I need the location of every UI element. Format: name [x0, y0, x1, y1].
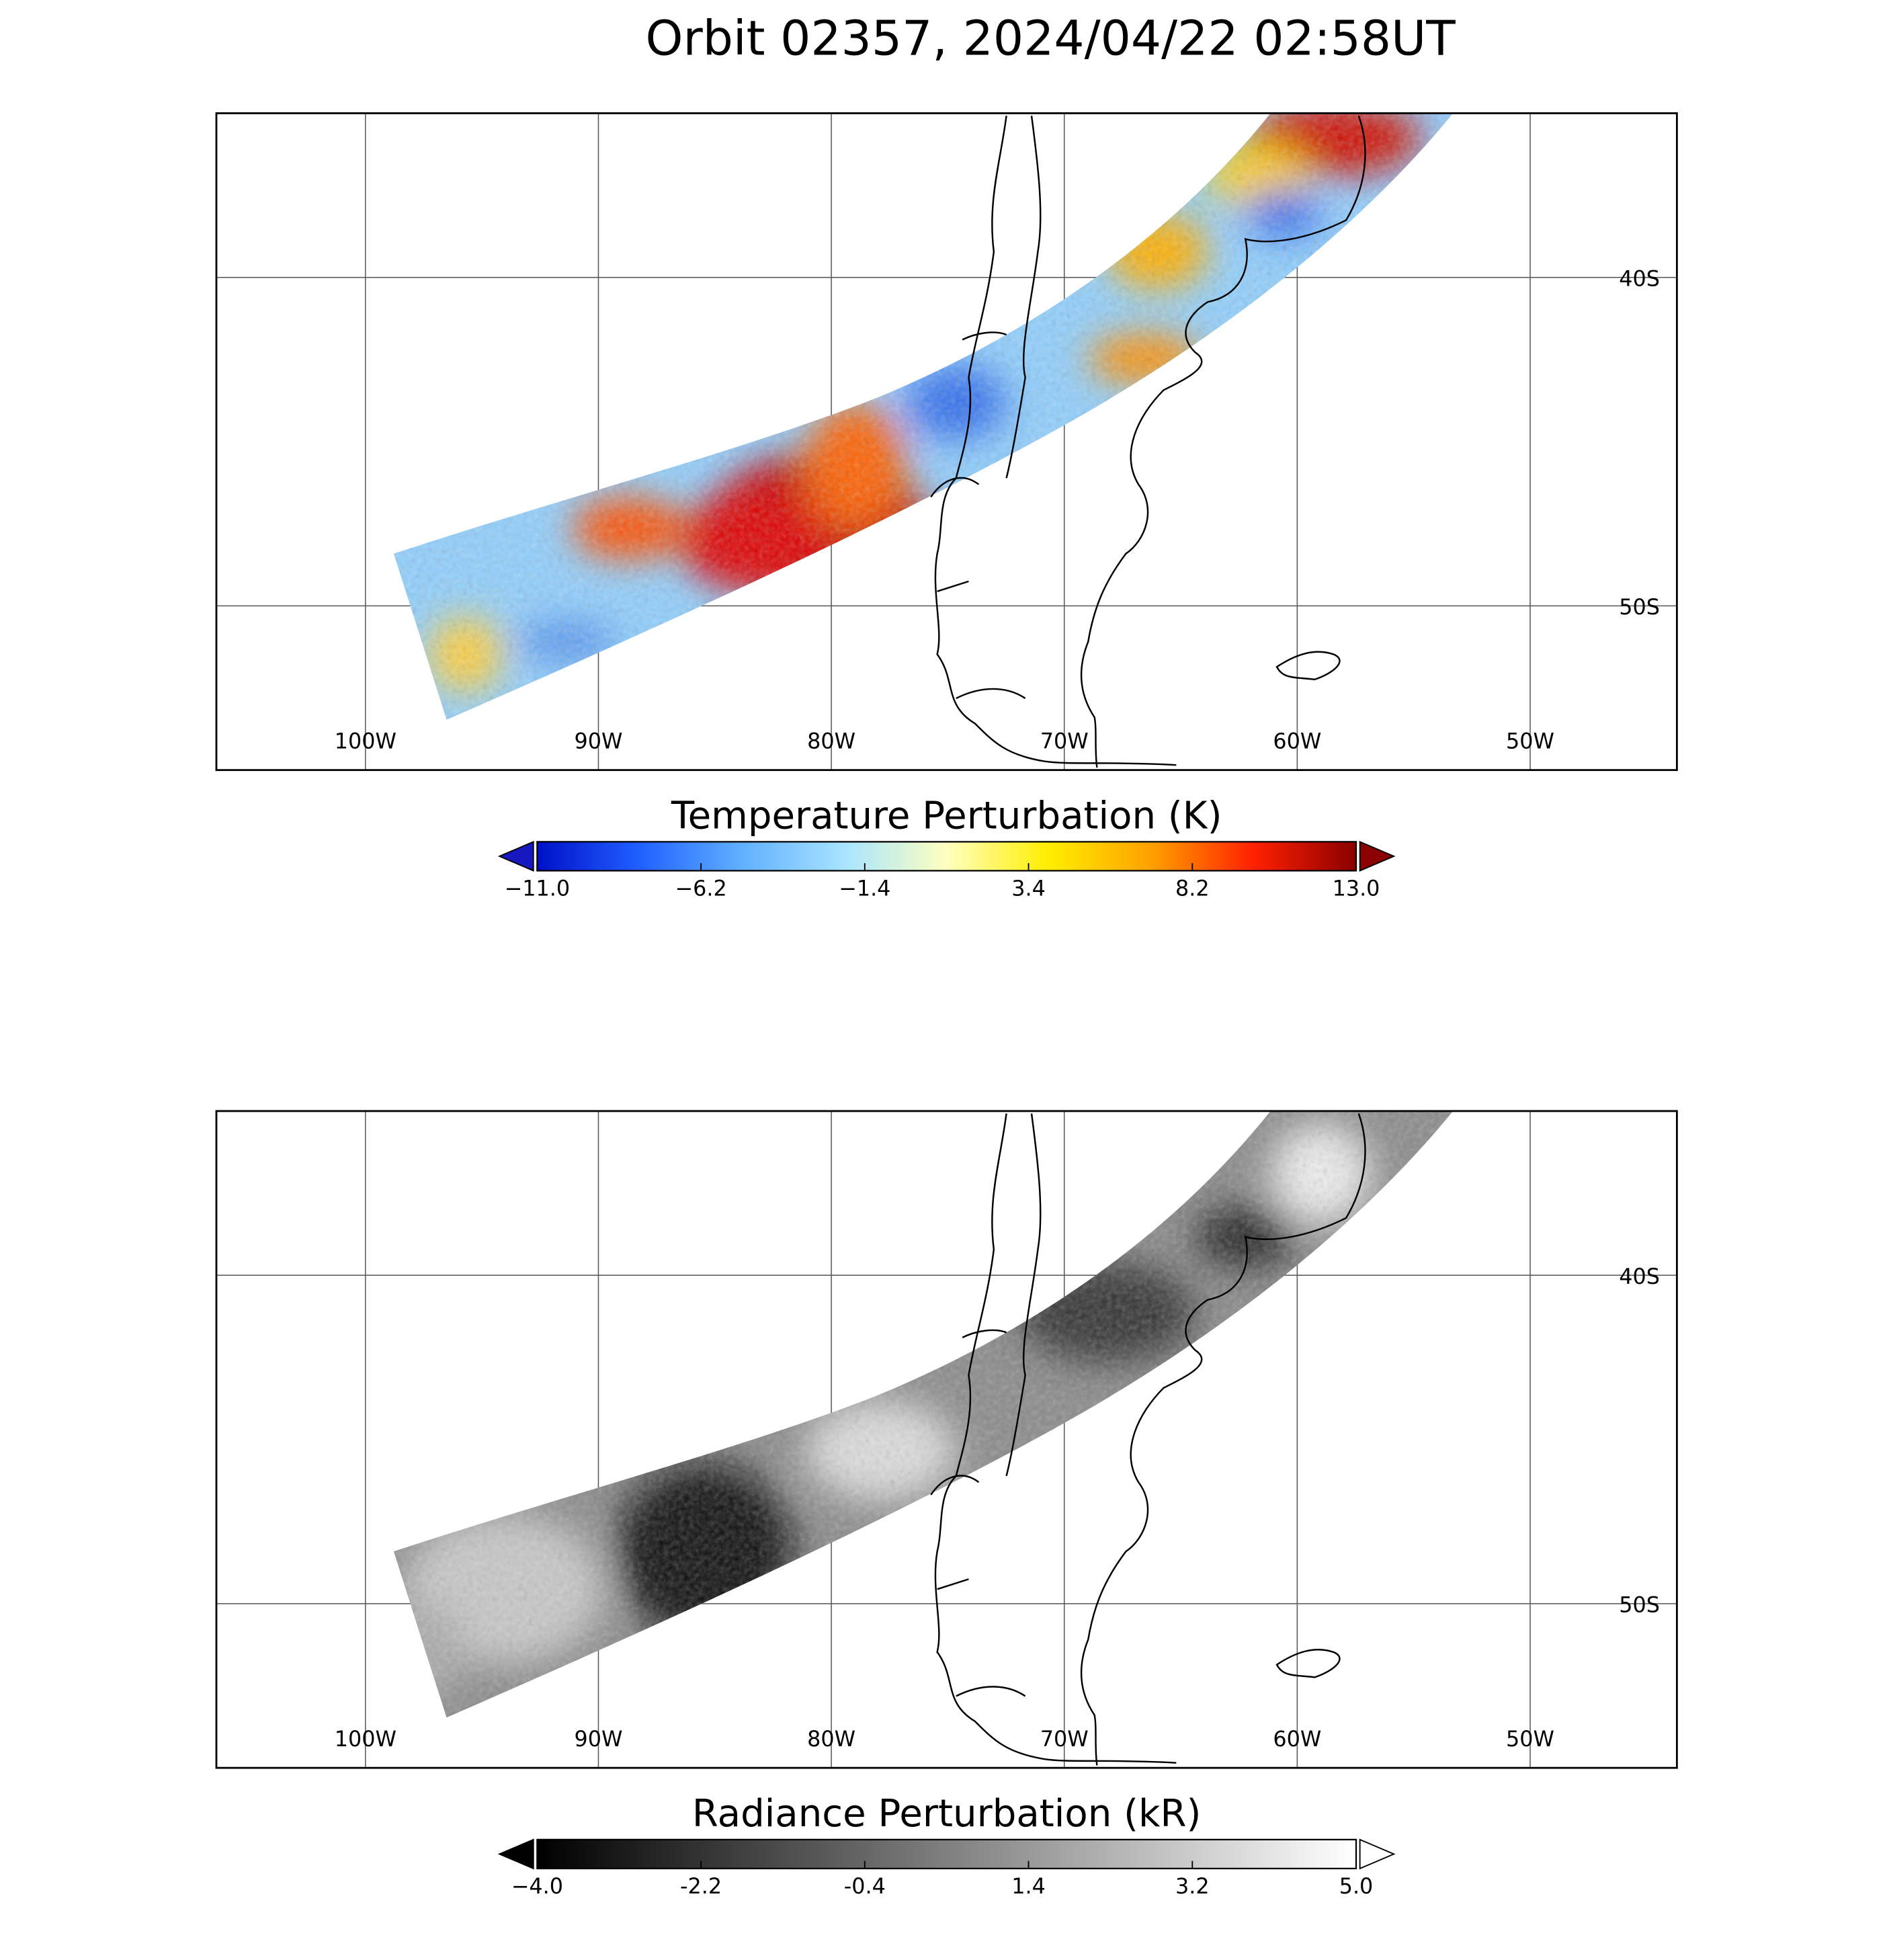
colorbar-extend-low	[497, 1838, 534, 1870]
colorbar-tick-label: 3.2	[1175, 1873, 1210, 1899]
colorbar-extend-low	[497, 840, 534, 872]
lat-label: 50S	[1619, 1592, 1660, 1618]
lon-label: 80W	[807, 728, 855, 753]
colorbar-tick-label: −4.0	[511, 1873, 563, 1899]
lat-label: 40S	[1619, 1264, 1660, 1289]
lon-label: 70W	[1040, 728, 1089, 753]
colorbar-tick-label: 13.0	[1333, 875, 1380, 901]
lon-label: 70W	[1040, 1726, 1089, 1752]
colorbar-tick-label: -0.4	[844, 1873, 886, 1899]
colorbar-ramp	[536, 1838, 1357, 1870]
lon-label: 50W	[1506, 728, 1554, 753]
colorbar-tick-label: 3.4	[1011, 875, 1046, 901]
map-frame	[215, 112, 1678, 772]
colorbar-tick-label: −1.4	[839, 875, 890, 901]
lon-label: 100W	[335, 728, 396, 753]
map-frame	[215, 1110, 1678, 1769]
map-panel: 100W 90W 80W 70W 60W 50W 40S 50S	[215, 1110, 1678, 1769]
lon-label: 100W	[335, 1726, 396, 1752]
map-panel: 100W 90W 80W 70W 60W 50W 40S 50S	[215, 112, 1678, 772]
lon-label: 90W	[574, 728, 622, 753]
colorbar-ramp	[536, 841, 1357, 872]
colorbar-tick-label: 1.4	[1011, 1873, 1046, 1899]
colorbar-tick-label: 5.0	[1339, 1873, 1374, 1899]
colorbar-title: Temperature Perturbation (K)	[671, 794, 1222, 838]
grid	[216, 113, 1677, 770]
colorbar-tick-label: −6.2	[675, 875, 726, 901]
colorbar-tick-label: −11.0	[505, 875, 571, 901]
lon-label: 50W	[1506, 1726, 1554, 1752]
colorbar-tick-label: 8.2	[1175, 875, 1210, 901]
colorbar: Temperature Perturbation (K) −11.0 −6.2 −1.…	[497, 794, 1396, 901]
swath	[393, 113, 1454, 720]
lon-label: 60W	[1273, 1726, 1321, 1752]
colorbar-extend-high	[1359, 1838, 1396, 1870]
lon-label: 90W	[574, 1726, 622, 1752]
lat-label: 40S	[1619, 266, 1660, 292]
lon-label: 80W	[807, 1726, 855, 1752]
colorbar-extend-high	[1359, 840, 1396, 872]
lat-label: 50S	[1619, 594, 1660, 620]
colorbar-tick-label: -2.2	[680, 1873, 722, 1899]
colorbar: Radiance Perturbation (kR) −4.0 -2.2 -0.4 1.…	[497, 1792, 1396, 1899]
title: Orbit 02357, 2024/04/22 02:58UT	[646, 10, 1456, 66]
lon-label: 60W	[1273, 728, 1321, 753]
colorbar-title: Radiance Perturbation (kR)	[692, 1792, 1202, 1836]
